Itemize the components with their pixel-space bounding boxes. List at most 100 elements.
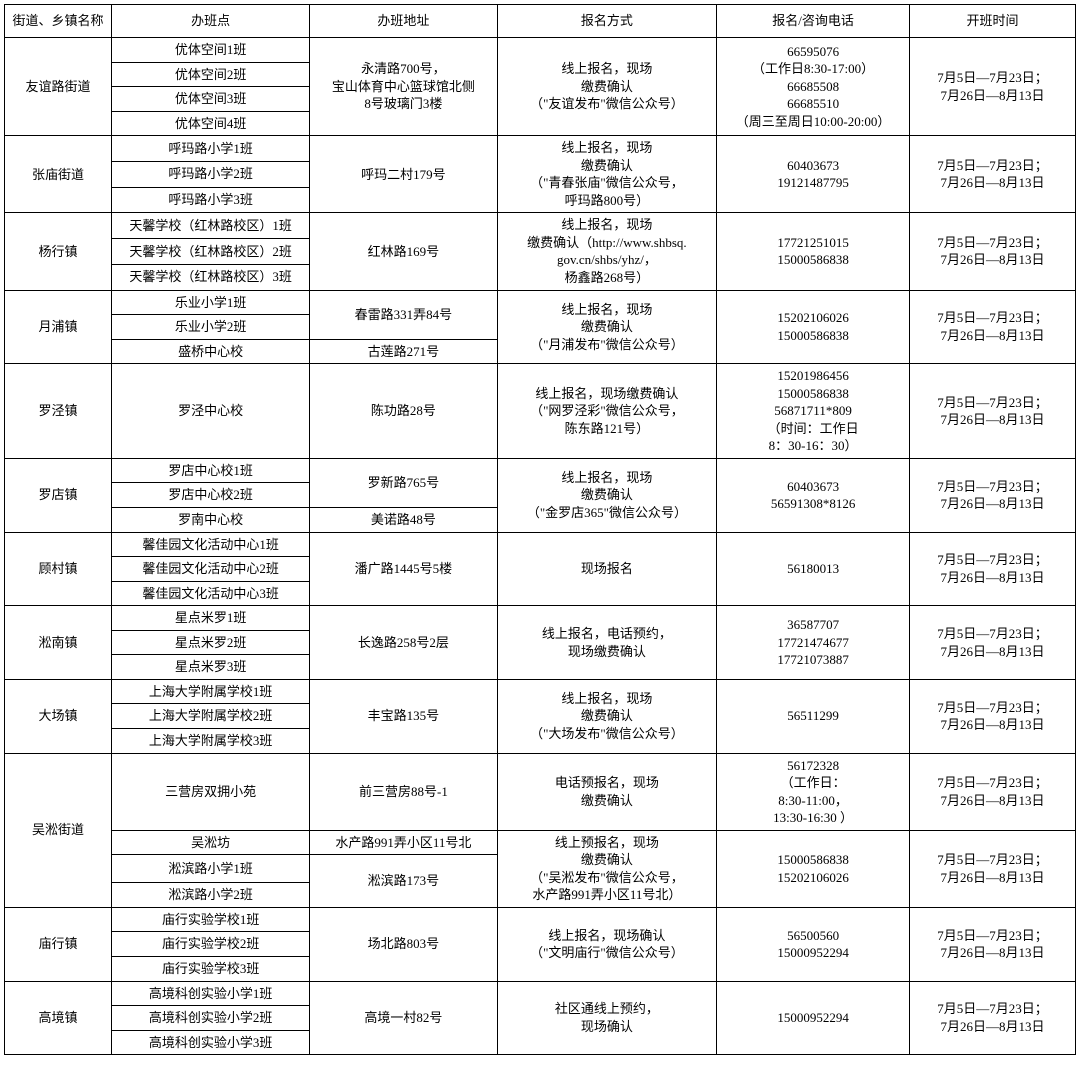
class-cell: 天馨学校（红林路校区）3班 (112, 264, 310, 290)
address-cell: 潘广路1445号5楼 (310, 532, 497, 606)
class-cell: 淞滨路小学1班 (112, 855, 310, 883)
class-cell: 优体空间2班 (112, 62, 310, 87)
table-row: 大场镇上海大学附属学校1班丰宝路135号线上报名，现场缴费确认（"大场发布"微信… (5, 679, 1076, 704)
address-cell: 长逸路258号2层 (310, 606, 497, 680)
address-cell: 陈功路28号 (310, 364, 497, 459)
district-cell: 淞南镇 (5, 606, 112, 680)
class-cell: 庙行实验学校2班 (112, 932, 310, 957)
address-cell: 红林路169号 (310, 213, 497, 290)
class-cell: 优体空间4班 (112, 111, 310, 136)
class-cell: 上海大学附属学校2班 (112, 704, 310, 729)
phone-cell: 1520210602615000586838 (717, 290, 910, 364)
district-cell: 罗店镇 (5, 458, 112, 532)
district-cell: 大场镇 (5, 679, 112, 753)
schedule-cell: 7月5日—7月23日；7月26日—8月13日 (909, 364, 1075, 459)
class-cell: 星点米罗2班 (112, 630, 310, 655)
class-cell: 高境科创实验小学2班 (112, 1006, 310, 1031)
district-cell: 月浦镇 (5, 290, 112, 364)
class-cell: 三营房双拥小苑 (112, 753, 310, 830)
district-cell: 张庙街道 (5, 136, 112, 213)
method-cell: 线上报名，现场确认（"文明庙行"微信公众号） (497, 907, 717, 981)
method-cell: 线上报名，电话预约，现场缴费确认 (497, 606, 717, 680)
class-cell: 庙行实验学校1班 (112, 907, 310, 932)
table-row: 淞南镇星点米罗1班长逸路258号2层线上报名，电话预约，现场缴费确认365877… (5, 606, 1076, 631)
phone-cell: 15000952294 (717, 981, 910, 1055)
district-cell: 高境镇 (5, 981, 112, 1055)
method-cell: 社区通线上预约，现场确认 (497, 981, 717, 1055)
class-cell: 罗泾中心校 (112, 364, 310, 459)
phone-cell: 66595076（工作日8:30-17:00）6668550866685510（… (717, 38, 910, 136)
address-cell: 高境一村82号 (310, 981, 497, 1055)
address-cell: 水产路991弄小区11号北 (310, 830, 497, 855)
class-cell: 星点米罗3班 (112, 655, 310, 680)
class-cell: 上海大学附属学校1班 (112, 679, 310, 704)
schedule-cell: 7月5日—7月23日；7月26日—8月13日 (909, 290, 1075, 364)
schedule-cell: 7月5日—7月23日；7月26日—8月13日 (909, 753, 1075, 830)
class-cell: 优体空间1班 (112, 38, 310, 63)
enrollment-table: 街道、乡镇名称办班点办班地址报名方式报名/咨询电话开班时间 友谊路街道优体空间1… (4, 4, 1076, 1055)
table-row: 庙行镇庙行实验学校1班场北路803号线上报名，现场确认（"文明庙行"微信公众号）… (5, 907, 1076, 932)
class-cell: 呼玛路小学1班 (112, 136, 310, 162)
table-row: 高境镇高境科创实验小学1班高境一村82号社区通线上预约，现场确认15000952… (5, 981, 1076, 1006)
address-cell: 罗新路765号 (310, 458, 497, 507)
schedule-cell: 7月5日—7月23日；7月26日—8月13日 (909, 606, 1075, 680)
method-cell: 线上报名，现场缴费确认（"友谊发布"微信公众号） (497, 38, 717, 136)
class-cell: 天馨学校（红林路校区）1班 (112, 213, 310, 239)
method-cell: 现场报名 (497, 532, 717, 606)
schedule-cell: 7月5日—7月23日；7月26日—8月13日 (909, 907, 1075, 981)
class-cell: 上海大学附属学校3班 (112, 728, 310, 753)
district-cell: 罗泾镇 (5, 364, 112, 459)
address-cell: 永清路700号，宝山体育中心篮球馆北侧8号玻璃门3楼 (310, 38, 497, 136)
class-cell: 呼玛路小学2班 (112, 161, 310, 187)
table-body: 友谊路街道优体空间1班永清路700号，宝山体育中心篮球馆北侧8号玻璃门3楼线上报… (5, 38, 1076, 1055)
method-cell: 线上报名，现场缴费确认（"网罗泾彩"微信公众号，陈东路121号） (497, 364, 717, 459)
address-cell: 春雷路331弄84号 (310, 290, 497, 339)
method-cell: 线上报名，现场缴费确认（"月浦发布"微信公众号） (497, 290, 717, 364)
class-cell: 吴淞坊 (112, 830, 310, 855)
class-cell: 盛桥中心校 (112, 339, 310, 364)
phone-cell: 365877071772147467717721073887 (717, 606, 910, 680)
address-cell: 美诺路48号 (310, 508, 497, 533)
schedule-cell: 7月5日—7月23日；7月26日—8月13日 (909, 830, 1075, 907)
class-cell: 高境科创实验小学1班 (112, 981, 310, 1006)
class-cell: 优体空间3班 (112, 87, 310, 112)
class-cell: 呼玛路小学3班 (112, 187, 310, 213)
table-row: 友谊路街道优体空间1班永清路700号，宝山体育中心篮球馆北侧8号玻璃门3楼线上报… (5, 38, 1076, 63)
class-cell: 馨佳园文化活动中心1班 (112, 532, 310, 557)
schedule-cell: 7月5日—7月23日；7月26日—8月13日 (909, 213, 1075, 290)
district-cell: 杨行镇 (5, 213, 112, 290)
col-header: 办班地址 (310, 5, 497, 38)
district-cell: 顾村镇 (5, 532, 112, 606)
schedule-cell: 7月5日—7月23日；7月26日—8月13日 (909, 38, 1075, 136)
class-cell: 罗南中心校 (112, 508, 310, 533)
schedule-cell: 7月5日—7月23日；7月26日—8月13日 (909, 981, 1075, 1055)
district-cell: 友谊路街道 (5, 38, 112, 136)
schedule-cell: 7月5日—7月23日；7月26日—8月13日 (909, 532, 1075, 606)
col-header: 办班点 (112, 5, 310, 38)
table-row: 月浦镇乐业小学1班春雷路331弄84号线上报名，现场缴费确认（"月浦发布"微信公… (5, 290, 1076, 315)
class-cell: 乐业小学1班 (112, 290, 310, 315)
schedule-cell: 7月5日—7月23日；7月26日—8月13日 (909, 136, 1075, 213)
table-row: 吴淞坊水产路991弄小区11号北线上预报名，现场缴费确认（"吴淞发布"微信公众号… (5, 830, 1076, 855)
table-row: 顾村镇馨佳园文化活动中心1班潘广路1445号5楼现场报名561800137月5日… (5, 532, 1076, 557)
class-cell: 罗店中心校2班 (112, 483, 310, 508)
address-cell: 前三营房88号-1 (310, 753, 497, 830)
col-header: 开班时间 (909, 5, 1075, 38)
address-cell: 古莲路271号 (310, 339, 497, 364)
schedule-cell: 7月5日—7月23日；7月26日—8月13日 (909, 458, 1075, 532)
class-cell: 庙行实验学校3班 (112, 956, 310, 981)
table-header: 街道、乡镇名称办班点办班地址报名方式报名/咨询电话开班时间 (5, 5, 1076, 38)
col-header: 报名方式 (497, 5, 717, 38)
col-header: 报名/咨询电话 (717, 5, 910, 38)
phone-cell: 6040367319121487795 (717, 136, 910, 213)
phone-cell: 5650056015000952294 (717, 907, 910, 981)
class-cell: 星点米罗1班 (112, 606, 310, 631)
table-row: 吴淞街道三营房双拥小苑前三营房88号-1电话预报名，现场缴费确认56172328… (5, 753, 1076, 830)
address-cell: 场北路803号 (310, 907, 497, 981)
phone-cell: 1772125101515000586838 (717, 213, 910, 290)
address-cell: 呼玛二村179号 (310, 136, 497, 213)
phone-cell: 56511299 (717, 679, 910, 753)
phone-cell: 56172328（工作日：8:30-11:00，13:30-16:30 ） (717, 753, 910, 830)
col-header: 街道、乡镇名称 (5, 5, 112, 38)
table-row: 杨行镇天馨学校（红林路校区）1班红林路169号线上报名，现场缴费确认（http:… (5, 213, 1076, 239)
